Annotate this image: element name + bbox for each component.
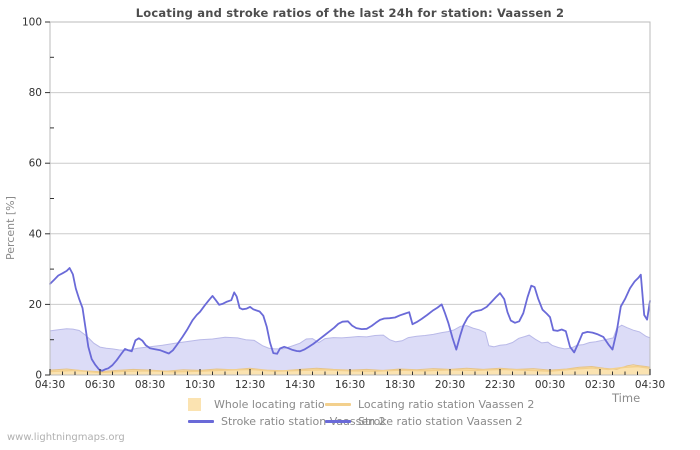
plot-frame	[49, 21, 651, 376]
x-tick-label: 18:30	[385, 379, 415, 391]
area-edge-stroke_fill	[49, 324, 651, 351]
chart-legend: Whole locating ratio Locating ratio stati…	[188, 396, 534, 430]
y-tick-label: 80	[29, 87, 42, 99]
y-tick-label: 40	[29, 228, 42, 240]
x-tick-label: 04:30	[35, 379, 65, 391]
line-stroke_line	[49, 267, 651, 372]
x-tick-label: 10:30	[185, 379, 215, 391]
legend-label: Stroke ratio station Vaassen 2	[221, 415, 386, 428]
x-tick-label: 20:30	[435, 379, 465, 391]
area-stroke_fill	[50, 325, 650, 375]
x-tick-label: 14:30	[285, 379, 315, 391]
x-tick-label: 12:30	[235, 379, 265, 391]
legend-label: Stroke ratio station Vaassen 2	[358, 415, 523, 428]
legend-line-swatch-stroke_line	[325, 420, 351, 423]
legend-label: Locating ratio station Vaassen 2	[358, 398, 535, 411]
legend-row: Stroke ratio station Vaassen 2 Stroke rat…	[188, 413, 534, 430]
legend-item: Stroke ratio station Vaassen 2	[188, 415, 386, 428]
legend-fill-swatch-locating_fill	[188, 398, 201, 411]
x-tick-label: 00:30	[535, 379, 565, 391]
y-tick-label: 20	[29, 299, 42, 311]
legend-item: Whole locating ratio	[188, 398, 325, 411]
x-tick-label: 16:30	[335, 379, 365, 391]
x-tick-label: 22:30	[485, 379, 515, 391]
y-tick-label: 100	[22, 17, 42, 29]
y-tick-label: 0	[35, 370, 42, 382]
y-tick-label: 60	[29, 158, 42, 170]
legend-line-swatch-stroke_line	[188, 420, 214, 423]
x-tick-label: 04:30	[635, 379, 665, 391]
legend-label: Whole locating ratio	[214, 398, 325, 411]
x-tick-label: 08:30	[135, 379, 165, 391]
legend-item: Locating ratio station Vaassen 2	[325, 398, 534, 411]
x-axis-label: Time	[612, 391, 641, 405]
chart-title: Locating and stroke ratios of the last 2…	[135, 6, 565, 20]
watermark-link: www.lightningmaps.org	[7, 432, 125, 443]
line-locating_line	[49, 365, 651, 374]
legend-line-swatch-locating_line	[325, 403, 351, 406]
legend-item: Stroke ratio station Vaassen 2	[325, 415, 523, 428]
x-tick-label: 02:30	[585, 379, 615, 391]
x-tick-label: 06:30	[85, 379, 115, 391]
legend-row: Whole locating ratio Locating ratio stati…	[188, 396, 534, 413]
